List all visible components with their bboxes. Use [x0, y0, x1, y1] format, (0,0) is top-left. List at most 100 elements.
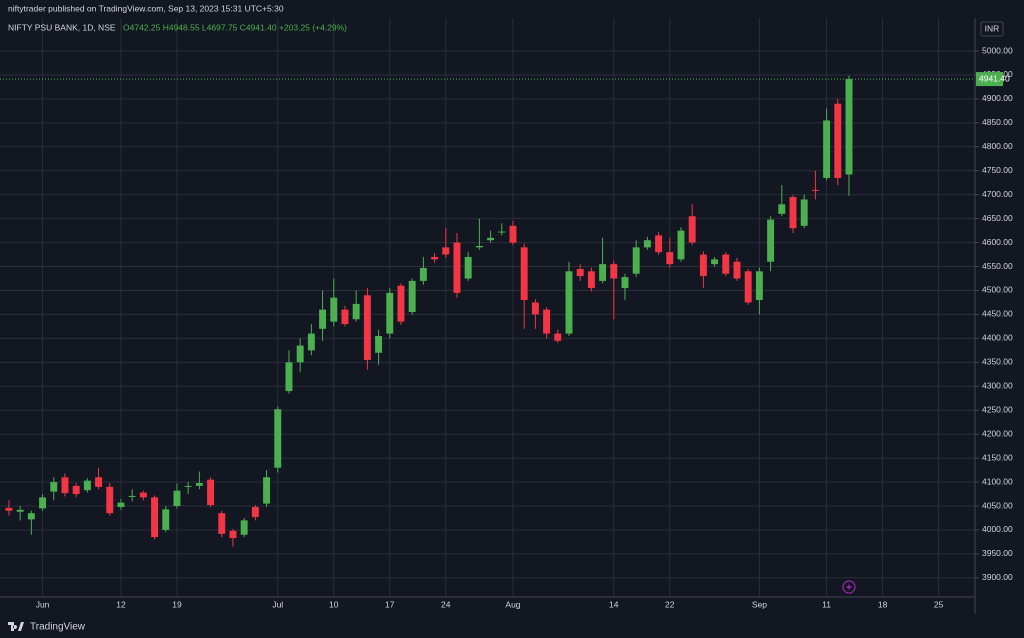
y-tick-label: 3950.00: [982, 548, 1013, 558]
y-tick-label: 4500.00: [982, 285, 1013, 295]
currency-box[interactable]: [980, 21, 1004, 37]
candle-body: [419, 267, 427, 281]
y-tick-label: 4300.00: [982, 381, 1013, 391]
y-tick-label: 4800.00: [982, 141, 1013, 151]
candle-body: [274, 409, 282, 468]
x-tick-label: 22: [665, 599, 675, 609]
x-tick-label: Jun: [36, 599, 50, 609]
candle-body: [834, 103, 842, 178]
candle-body: [677, 230, 685, 260]
candle-body: [520, 247, 528, 301]
candle-body: [27, 513, 35, 520]
x-tick-label: 10: [329, 599, 339, 609]
y-tick-label: 5000.00: [982, 45, 1013, 55]
y-tick-label: 4200.00: [982, 428, 1013, 438]
candle-body: [565, 271, 573, 334]
y-tick-label: 4150.00: [982, 452, 1013, 462]
candle-body: [151, 497, 159, 538]
brand: TradingView: [30, 622, 86, 633]
candle-body: [285, 362, 293, 392]
publisher-note: niftytrader published on TradingView.com…: [8, 3, 284, 13]
candle-body: [319, 309, 327, 329]
x-tick-label: Jul: [272, 599, 283, 609]
candle-body: [800, 199, 808, 226]
candle-body: [621, 277, 629, 289]
candle-body: [50, 482, 58, 492]
candle-body: [643, 240, 651, 248]
y-tick-label: 4600.00: [982, 237, 1013, 247]
y-tick-label: 4650.00: [982, 213, 1013, 223]
y-tick-label: 3900.00: [982, 572, 1013, 582]
candle-body: [811, 189, 819, 191]
x-tick-label: 19: [172, 599, 182, 609]
candle-body: [117, 502, 125, 507]
y-tick-label: 4700.00: [982, 189, 1013, 199]
candle-body: [263, 477, 271, 504]
candle-body: [699, 254, 707, 277]
candle-body: [554, 333, 562, 341]
candle-body: [453, 242, 461, 293]
candle-body: [755, 271, 763, 301]
candle-body: [341, 309, 349, 325]
candle-body: [722, 254, 730, 274]
candle-body: [475, 245, 483, 248]
candle-body: [655, 235, 663, 253]
candle-body: [173, 490, 181, 507]
candle-body: [207, 479, 215, 506]
footer: [0, 614, 1024, 638]
candle-body: [733, 261, 741, 279]
candle-body: [363, 295, 371, 360]
x-tick-label: 18: [878, 599, 888, 609]
x-tick-label: Sep: [752, 599, 767, 609]
candle-body: [375, 335, 383, 353]
candle-body: [688, 216, 696, 243]
x-tick-label: 11: [822, 599, 831, 609]
candle-body: [711, 259, 719, 265]
candle-body: [610, 264, 618, 279]
candle-body: [229, 530, 237, 539]
candle-body: [139, 492, 147, 498]
currency: INR: [985, 23, 1000, 33]
candle-body: [509, 225, 517, 243]
candle-body: [195, 483, 203, 486]
candle-body: [576, 268, 584, 277]
last-price-label: 4941.40: [979, 73, 1010, 83]
candle-body: [386, 292, 394, 334]
candle-body: [95, 477, 103, 487]
candle-body: [61, 477, 69, 494]
candle-body: [442, 247, 450, 255]
candle-body: [72, 485, 80, 495]
last-price-box: [976, 72, 1003, 87]
y-tick-label: 4750.00: [982, 165, 1013, 175]
event-icon[interactable]: [842, 580, 856, 594]
y-tick-label: 4400.00: [982, 333, 1013, 343]
candle-body: [431, 256, 439, 260]
x-tick-label: 25: [934, 599, 944, 609]
y-tick-label: 4000.00: [982, 524, 1013, 534]
candle-body: [408, 280, 416, 313]
candle-body: [666, 252, 674, 265]
candle-body: [352, 303, 360, 320]
candle-body: [296, 345, 304, 363]
candle-body: [16, 509, 24, 512]
y-tick-label: 4350.00: [982, 357, 1013, 367]
candle-body: [39, 497, 47, 509]
candle-body: [162, 509, 170, 530]
candle-body: [744, 271, 752, 303]
candle-body: [599, 264, 607, 281]
y-tick-label: 4050.00: [982, 500, 1013, 510]
event-icon-bolt: [846, 583, 852, 591]
x-tick-label: 14: [609, 599, 619, 609]
candle-body: [184, 485, 192, 487]
y-tick-label: 4100.00: [982, 476, 1013, 486]
y-tick-label: 4900.00: [982, 93, 1013, 103]
ohlc-legend: O4742.25 H4948.55 L4697.75 C4941.40 +203…: [123, 22, 347, 32]
candle-body: [498, 231, 506, 233]
candle-body: [307, 333, 315, 351]
brand-logo: [8, 622, 24, 631]
chart-title: NIFTY PSU BANK, 1D, NSE: [8, 22, 116, 32]
candle-body: [587, 271, 595, 289]
y-tick-label: 4250.00: [982, 404, 1013, 414]
